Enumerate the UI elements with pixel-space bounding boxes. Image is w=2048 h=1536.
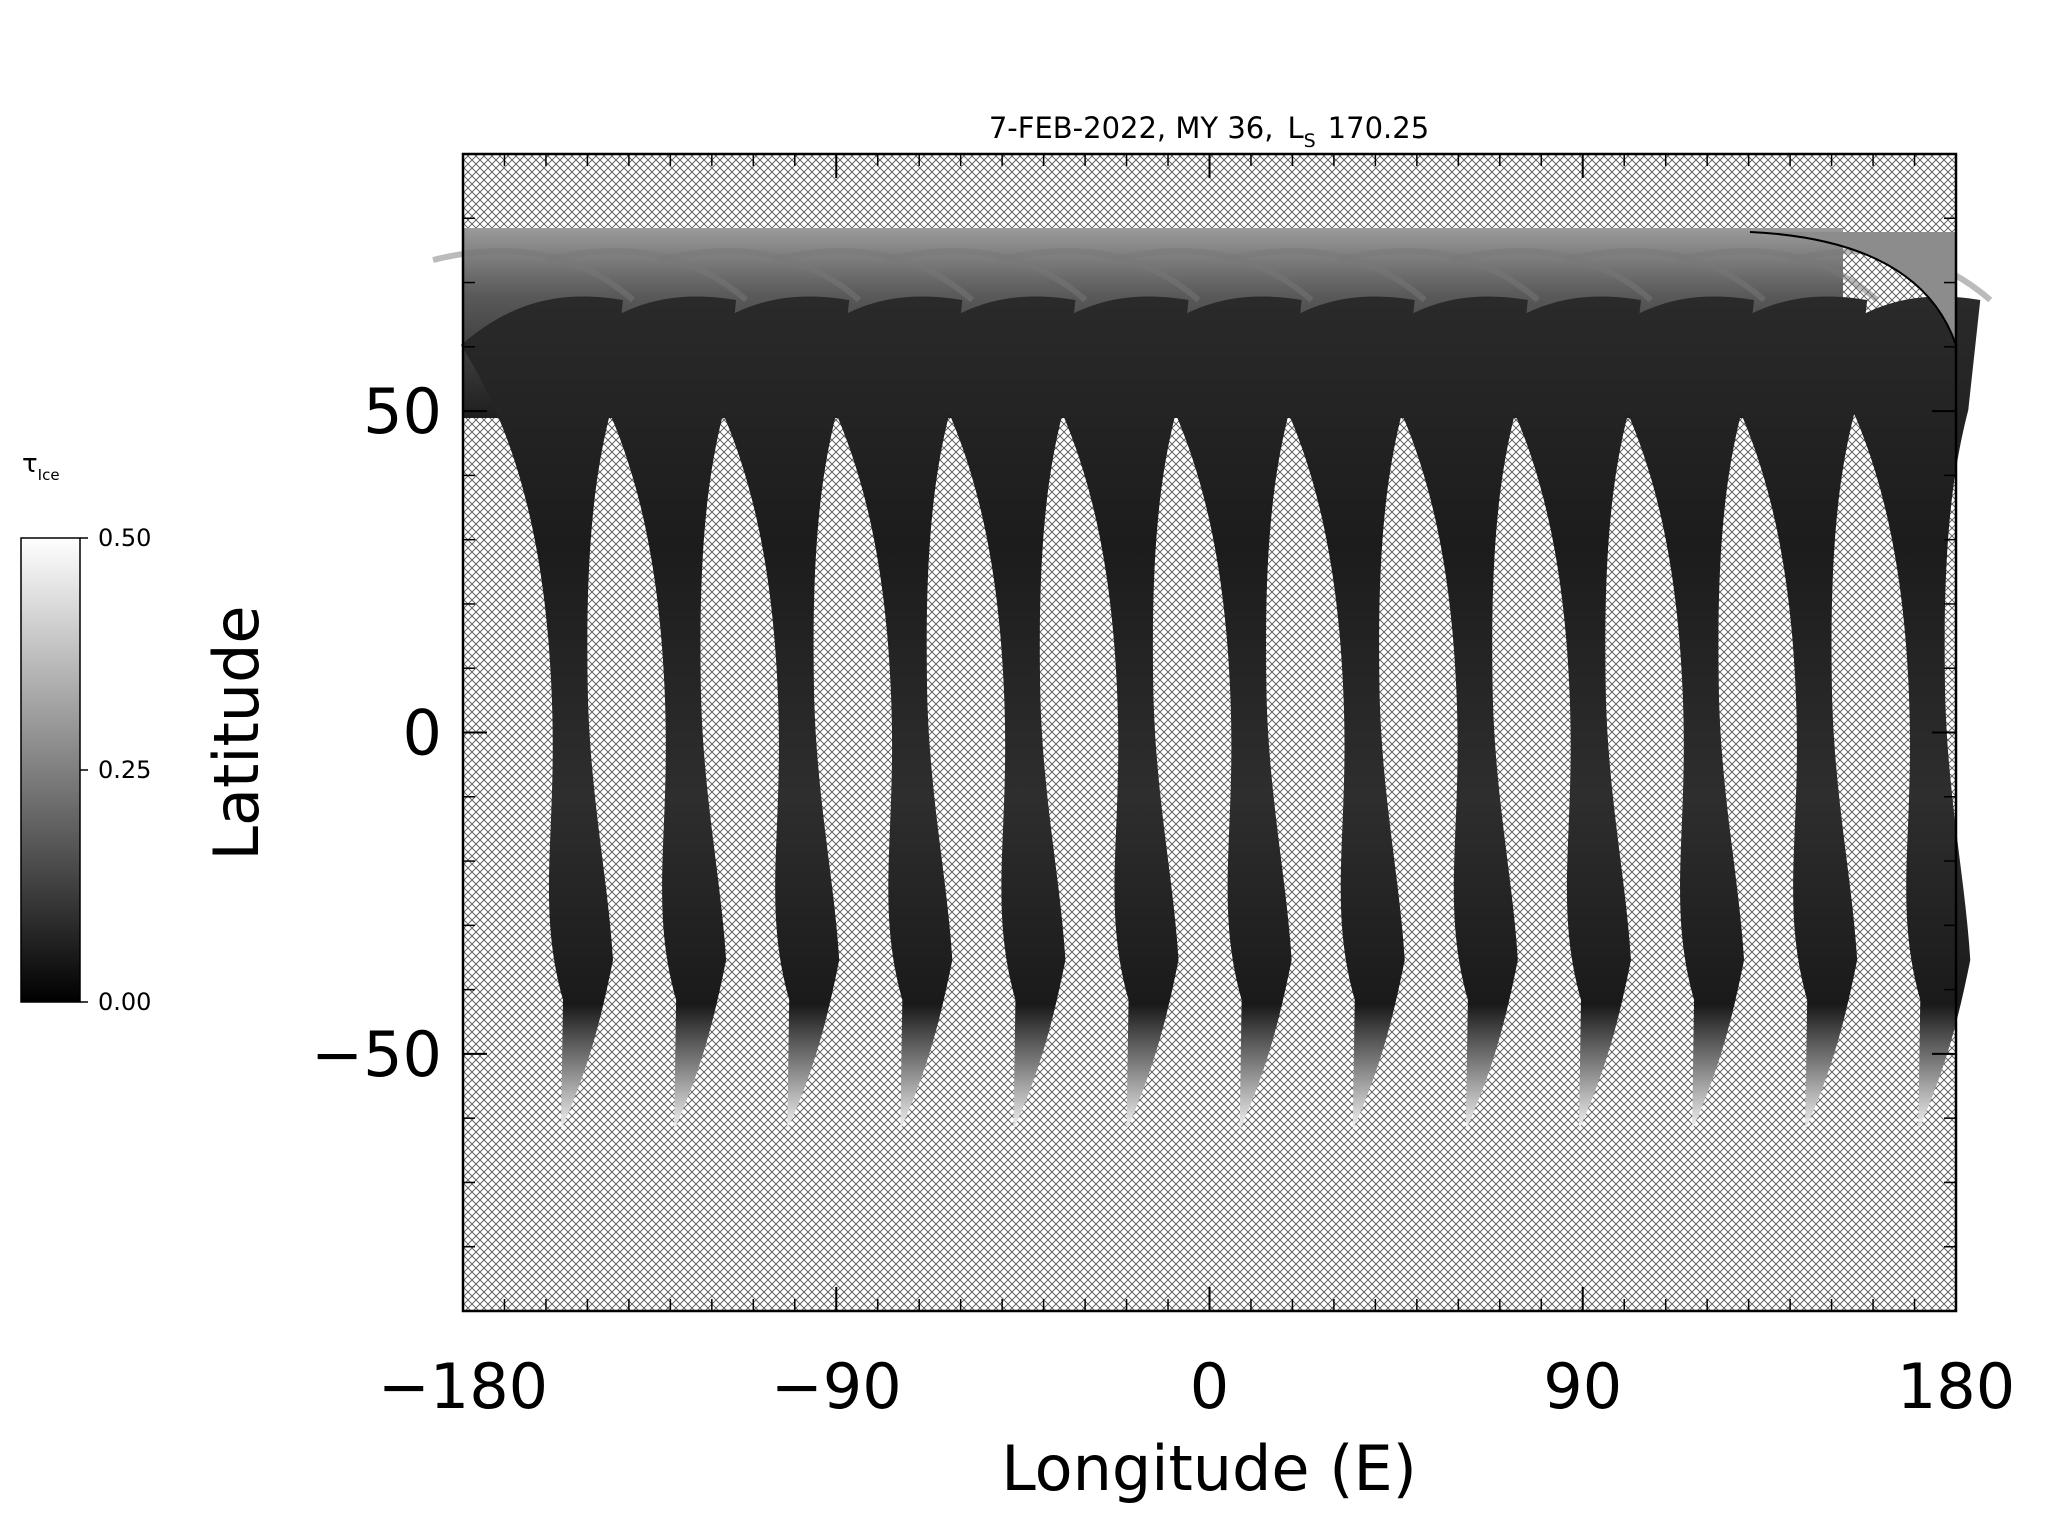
y-tick-label: 50 xyxy=(363,375,442,448)
colorbar: τIce 0.00 0.25 0.50 xyxy=(20,449,151,1016)
swath xyxy=(1478,296,1641,1130)
swath xyxy=(800,296,963,1130)
polar-swath xyxy=(1750,232,1956,345)
swath xyxy=(1705,296,1868,1130)
colorbar-subscript: Ice xyxy=(38,466,60,484)
swath-arc xyxy=(884,248,1088,303)
colorbar-label: τIce xyxy=(22,449,60,484)
swath-arc xyxy=(658,248,862,303)
swath xyxy=(1365,296,1528,1130)
swath-arc xyxy=(1676,248,1880,303)
colorbar-tick-label: 0.00 xyxy=(98,988,151,1016)
x-tick-label: 0 xyxy=(1190,1350,1229,1423)
swath xyxy=(1252,296,1415,1130)
swath-arc xyxy=(1563,248,1767,303)
swath-arc xyxy=(771,248,975,303)
swath xyxy=(687,296,850,1130)
plot-area xyxy=(432,152,1993,1313)
swath xyxy=(1026,296,1189,1130)
swaths xyxy=(432,248,1993,1130)
x-tick-label: 180 xyxy=(1897,1350,2015,1423)
swath xyxy=(1818,296,1981,1130)
colorbar-symbol: τ xyxy=(22,449,38,479)
chart-title: 7-FEB-2022, MY 36, LS 170.25 xyxy=(989,111,1429,152)
swath xyxy=(913,296,1076,1130)
swath xyxy=(1592,296,1755,1130)
ticks: −180 −90 0 90 180 −50 0 50 xyxy=(311,154,2015,1423)
colorbar-scale xyxy=(20,537,81,1003)
swath-arc xyxy=(1224,248,1427,303)
y-axis-label: Latitude xyxy=(200,605,273,860)
swath-arc xyxy=(1450,248,1653,303)
x-axis-label: Longitude (E) xyxy=(1001,1432,1417,1505)
colorbar-tick-label: 0.50 xyxy=(98,524,151,552)
y-tick-label: 0 xyxy=(403,697,442,770)
swath-arc xyxy=(432,248,635,303)
swath xyxy=(574,296,737,1130)
swath-edge xyxy=(1749,231,1957,346)
colorbar-tick-label: 0.25 xyxy=(98,756,151,784)
swath-arc xyxy=(1110,248,1314,303)
swath xyxy=(1139,296,1302,1130)
title-symbol: L xyxy=(1287,111,1303,145)
title-subscript: S xyxy=(1304,130,1316,152)
x-tick-label: −180 xyxy=(378,1350,548,1423)
y-tick-label: −50 xyxy=(311,1018,442,1091)
swath xyxy=(461,296,623,1130)
swath-arc xyxy=(545,248,749,303)
swath-arc xyxy=(1337,248,1540,303)
title-value: 170.25 xyxy=(1328,111,1429,145)
x-tick-label: 90 xyxy=(1543,1350,1622,1423)
swath-arc xyxy=(997,248,1201,303)
x-tick-label: −90 xyxy=(771,1350,902,1423)
title-text: 7-FEB-2022, MY 36, xyxy=(989,111,1274,145)
